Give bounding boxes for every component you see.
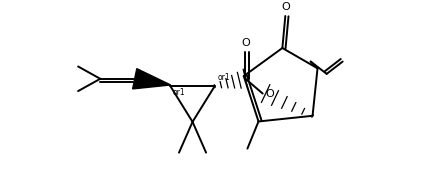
Text: O: O — [265, 89, 274, 99]
Text: or1: or1 — [217, 73, 230, 82]
Polygon shape — [133, 69, 170, 89]
Text: O: O — [281, 2, 289, 12]
Text: O: O — [241, 38, 250, 48]
Text: or1: or1 — [173, 88, 186, 97]
